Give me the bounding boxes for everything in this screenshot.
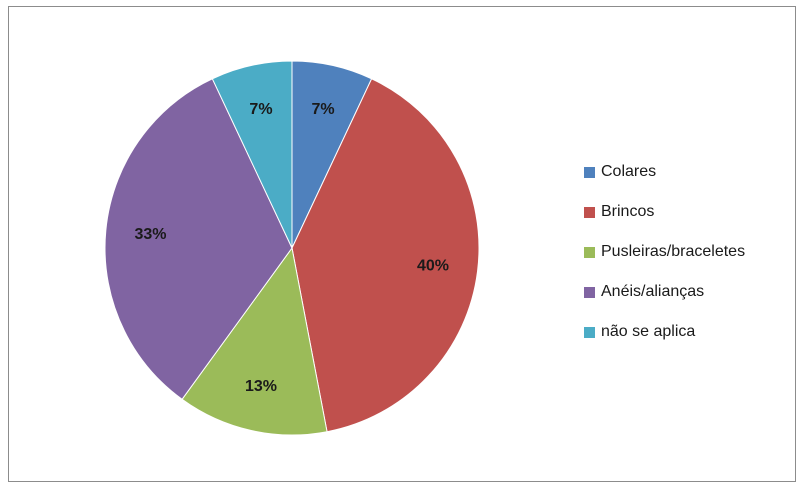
- legend-swatch: [584, 326, 595, 338]
- legend-swatch: [584, 206, 595, 218]
- pie-labels: 7% 40% 13% 33% 7%: [134, 101, 449, 395]
- legend: Colares Brincos Pusleiras/braceletes Anéis/…: [584, 152, 745, 352]
- pie-slice-label-2: 40%: [417, 257, 449, 274]
- legend-item-5: não se aplica: [584, 312, 745, 352]
- legend-item-1: Colares: [584, 152, 745, 192]
- legend-label: Colares: [601, 163, 657, 180]
- legend-label: Pusleiras/braceletes: [601, 243, 746, 260]
- pie-slice-label-3: 13%: [245, 378, 277, 395]
- legend-swatch: [584, 286, 595, 298]
- pie-slice-label-5: 7%: [249, 101, 272, 118]
- legend-swatch: [584, 166, 595, 178]
- legend-label: Brincos: [601, 203, 655, 220]
- pie-slice-2: [291, 78, 480, 433]
- pie-slice-5: [211, 60, 293, 249]
- legend-item-2: Brincos: [584, 192, 745, 232]
- pie-slice-3: [181, 246, 328, 436]
- pie-slice-label-4: 33%: [134, 226, 166, 243]
- pie-slices: [104, 60, 480, 436]
- legend-label: Anéis/alianças: [601, 283, 705, 300]
- legend-label: não se aplica: [601, 323, 696, 340]
- legend-item-3: Pusleiras/braceletes: [584, 232, 745, 272]
- pie-slice-4: [104, 78, 293, 400]
- legend-swatch: [584, 246, 595, 258]
- legend-item-4: Anéis/alianças: [584, 272, 745, 312]
- pie-slice-label-1: 7%: [311, 101, 334, 118]
